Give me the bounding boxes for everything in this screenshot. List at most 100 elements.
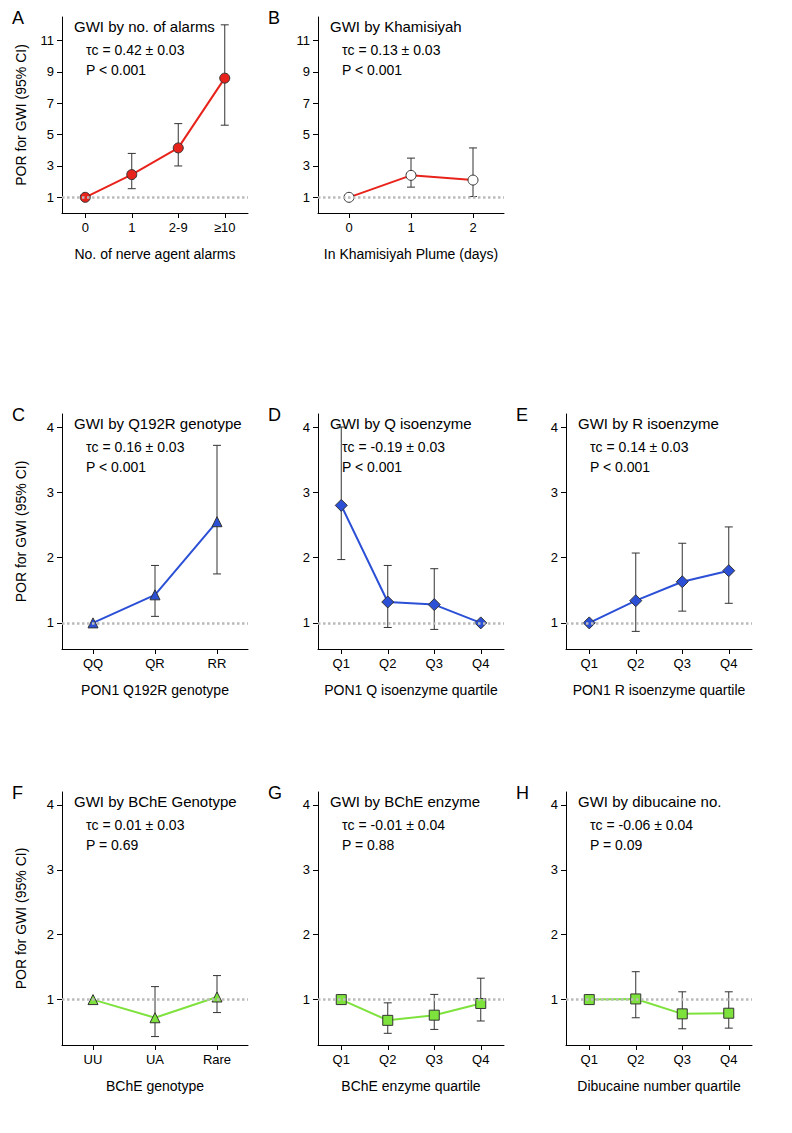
svg-text:3: 3 [47, 485, 54, 500]
svg-text:Q4: Q4 [720, 1052, 737, 1067]
svg-text:1: 1 [407, 220, 414, 235]
svg-text:POR for GWI (95% CI): POR for GWI (95% CI) [13, 461, 29, 603]
svg-text:P = 0.88: P = 0.88 [342, 837, 395, 853]
svg-text:1: 1 [303, 992, 310, 1007]
svg-text:P < 0.001: P < 0.001 [86, 62, 146, 78]
svg-text:2: 2 [469, 220, 476, 235]
svg-text:PON1 Q192R genotype: PON1 Q192R genotype [81, 682, 229, 698]
svg-text:GWI by BChE Genotype: GWI by BChE Genotype [74, 793, 237, 810]
svg-text:Q2: Q2 [379, 1052, 396, 1067]
svg-text:2: 2 [551, 550, 558, 565]
svg-text:GWI by dibucaine no.: GWI by dibucaine no. [578, 793, 721, 810]
svg-text:F: F [12, 783, 23, 803]
svg-text:1: 1 [551, 615, 558, 630]
svg-text:11: 11 [41, 33, 55, 48]
svg-text:No. of nerve agent alarms: No. of nerve agent alarms [74, 246, 235, 262]
svg-text:Q2: Q2 [627, 1052, 644, 1067]
svg-text:PON1 R isoenzyme quartile: PON1 R isoenzyme quartile [573, 682, 746, 698]
svg-text:GWI by BChE enzyme: GWI by BChE enzyme [330, 793, 480, 810]
svg-text:P < 0.001: P < 0.001 [590, 459, 650, 475]
svg-text:P < 0.001: P < 0.001 [342, 459, 402, 475]
svg-text:G: G [268, 783, 282, 803]
svg-text:τc = -0.01 ± 0.04: τc = -0.01 ± 0.04 [342, 817, 445, 833]
svg-text:Q3: Q3 [674, 656, 691, 671]
svg-text:Q4: Q4 [720, 656, 737, 671]
svg-text:GWI by no. of alarms: GWI by no. of alarms [74, 18, 215, 35]
svg-text:Q2: Q2 [379, 656, 396, 671]
svg-text:1: 1 [128, 220, 135, 235]
svg-text:P < 0.001: P < 0.001 [86, 459, 146, 475]
svg-text:GWI by Q192R genotype: GWI by Q192R genotype [74, 415, 242, 432]
svg-text:UA: UA [146, 1052, 164, 1067]
svg-text:PON1 Q isoenzyme quartile: PON1 Q isoenzyme quartile [324, 682, 498, 698]
svg-text:2-9: 2-9 [169, 220, 188, 235]
svg-text:C: C [12, 405, 25, 425]
svg-text:Q1: Q1 [581, 656, 598, 671]
svg-text:2: 2 [551, 927, 558, 942]
svg-text:τc = -0.19 ± 0.03: τc = -0.19 ± 0.03 [342, 439, 445, 455]
svg-text:BChE enzyme quartile: BChE enzyme quartile [341, 1078, 481, 1094]
svg-text:9: 9 [303, 64, 310, 79]
svg-text:POR for GWI (95% CI): POR for GWI (95% CI) [13, 44, 29, 186]
svg-text:A: A [12, 8, 24, 28]
svg-text:1: 1 [551, 992, 558, 1007]
svg-text:3: 3 [551, 485, 558, 500]
svg-text:3: 3 [551, 862, 558, 877]
svg-text:τc = 0.42 ± 0.03: τc = 0.42 ± 0.03 [86, 42, 185, 58]
svg-text:E: E [516, 405, 528, 425]
svg-text:B: B [268, 8, 280, 28]
svg-text:1: 1 [303, 615, 310, 630]
svg-text:9: 9 [47, 64, 54, 79]
svg-text:2: 2 [303, 550, 310, 565]
svg-text:GWI by Q isoenzyme: GWI by Q isoenzyme [330, 415, 472, 432]
svg-text:Rare: Rare [203, 1052, 231, 1067]
svg-text:Q1: Q1 [333, 1052, 350, 1067]
svg-text:τc = 0.01 ± 0.03: τc = 0.01 ± 0.03 [86, 817, 185, 833]
svg-text:BChE genotype: BChE genotype [106, 1078, 204, 1094]
svg-text:P < 0.001: P < 0.001 [342, 62, 402, 78]
svg-text:4: 4 [551, 420, 558, 435]
svg-text:P = 0.69: P = 0.69 [86, 837, 139, 853]
svg-text:1: 1 [303, 190, 310, 205]
svg-text:Q3: Q3 [674, 1052, 691, 1067]
svg-text:GWI by R isoenzyme: GWI by R isoenzyme [578, 415, 719, 432]
svg-text:11: 11 [297, 33, 311, 48]
svg-text:1: 1 [47, 615, 54, 630]
svg-text:4: 4 [303, 797, 310, 812]
svg-text:2: 2 [47, 550, 54, 565]
svg-text:τc = 0.13 ± 0.03: τc = 0.13 ± 0.03 [342, 42, 441, 58]
svg-text:τc = 0.16 ± 0.03: τc = 0.16 ± 0.03 [86, 439, 185, 455]
svg-text:UU: UU [84, 1052, 103, 1067]
svg-text:3: 3 [47, 158, 54, 173]
svg-text:Dibucaine number quartile: Dibucaine number quartile [577, 1078, 741, 1094]
svg-text:D: D [268, 405, 281, 425]
svg-text:RR: RR [208, 656, 227, 671]
svg-text:0: 0 [82, 220, 89, 235]
svg-text:7: 7 [47, 96, 54, 111]
svg-text:4: 4 [303, 420, 310, 435]
svg-text:2: 2 [303, 927, 310, 942]
svg-text:3: 3 [303, 862, 310, 877]
svg-text:H: H [516, 783, 529, 803]
svg-text:Q3: Q3 [426, 656, 443, 671]
svg-text:τc = 0.14 ± 0.03: τc = 0.14 ± 0.03 [590, 439, 689, 455]
svg-text:QQ: QQ [83, 656, 103, 671]
svg-text:≥10: ≥10 [214, 220, 236, 235]
svg-text:Q4: Q4 [472, 1052, 489, 1067]
svg-text:3: 3 [303, 158, 310, 173]
svg-text:Q4: Q4 [472, 656, 489, 671]
svg-text:QR: QR [145, 656, 165, 671]
svg-text:τc = -0.06 ± 0.04: τc = -0.06 ± 0.04 [590, 817, 693, 833]
svg-text:3: 3 [47, 862, 54, 877]
svg-text:P = 0.09: P = 0.09 [590, 837, 643, 853]
svg-text:5: 5 [47, 127, 54, 142]
svg-text:2: 2 [47, 927, 54, 942]
svg-text:0: 0 [345, 220, 352, 235]
svg-text:1: 1 [47, 190, 54, 205]
svg-text:4: 4 [47, 420, 54, 435]
svg-text:In Khamisiyah Plume (days): In Khamisiyah Plume (days) [324, 246, 498, 262]
svg-text:7: 7 [303, 96, 310, 111]
svg-text:1: 1 [47, 992, 54, 1007]
svg-text:POR for GWI (95% CI): POR for GWI (95% CI) [13, 848, 29, 990]
svg-text:4: 4 [47, 797, 54, 812]
